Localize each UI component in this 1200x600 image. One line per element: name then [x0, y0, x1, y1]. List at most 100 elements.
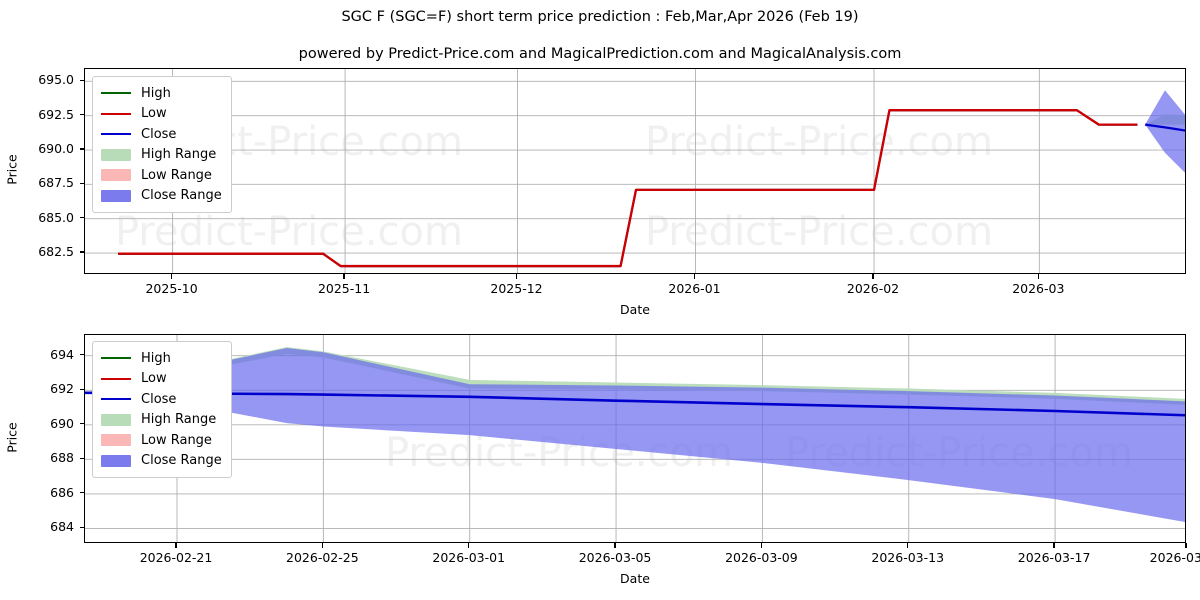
legend-item[interactable]: Close	[101, 124, 222, 145]
y-axis-label: Price	[4, 421, 20, 453]
legend-item[interactable]: Close	[101, 389, 222, 410]
legend-swatch-low-range	[101, 169, 131, 182]
x-axis-tick-label: 2026-03-05	[578, 550, 652, 565]
x-axis-tick-label: 2026-01	[668, 281, 721, 296]
legend-swatch-high	[101, 352, 131, 364]
legend-swatch-low-range	[101, 434, 131, 447]
y-tick-mark	[79, 354, 84, 356]
y-tick-mark	[79, 388, 84, 390]
x-tick-mark	[343, 274, 345, 279]
legend-item-label: High Range	[141, 412, 217, 428]
legend-item[interactable]: Close Range	[101, 451, 222, 472]
close-range-band	[1145, 90, 1185, 173]
legend-item-label: Close Range	[141, 453, 222, 469]
x-tick-mark	[515, 274, 518, 279]
legend-item[interactable]: High Range	[101, 410, 222, 431]
legend-swatch-high-range	[101, 413, 131, 426]
x-axis-tick-label: 2026-02	[846, 281, 900, 296]
chart-legend: High Low Close High Range Low Range Close Ran…	[92, 76, 232, 213]
legend-item[interactable]: High	[101, 348, 222, 369]
legend-item-label: Low Range	[141, 432, 212, 448]
y-tick-mark	[79, 423, 84, 425]
legend-item-label: High	[141, 350, 171, 366]
page-title: SGC F (SGC=F) short term price predictio…	[341, 9, 859, 25]
y-tick-mark	[79, 182, 84, 184]
gridlines	[85, 69, 1185, 273]
x-tick-mark	[693, 274, 696, 279]
x-tick-mark	[1037, 274, 1039, 279]
x-axis-tick-label: 2026-03-17	[1017, 550, 1091, 565]
x-tick-mark	[171, 274, 173, 279]
x-axis-tick-label: 2025-12	[490, 281, 543, 296]
x-axis-tick-label: 2026-03-21	[1149, 550, 1200, 565]
chart-legend: High Low Close High Range Low Range Close Ran…	[92, 341, 232, 478]
legend-swatch-close	[101, 393, 131, 405]
y-axis-tick-label: 684	[50, 519, 74, 535]
y-tick-mark	[79, 492, 84, 494]
y-axis-tick-label: 688	[50, 450, 74, 466]
x-tick-mark	[175, 543, 177, 548]
legend-swatch-low	[101, 373, 131, 385]
x-tick-mark	[907, 543, 909, 548]
legend-item[interactable]: Close Range	[101, 186, 222, 207]
legend-swatch-close	[101, 128, 131, 140]
legend-swatch-close-range	[101, 454, 131, 467]
x-axis-label: Date	[620, 571, 650, 586]
x-tick-mark	[1053, 543, 1055, 548]
forecast-bands	[1145, 90, 1185, 173]
x-tick-mark	[872, 274, 874, 279]
y-axis-tick-label: 690.0	[38, 141, 74, 157]
legend-item-label: Close	[141, 126, 177, 142]
x-axis-tick-label: 2026-02-21	[139, 550, 213, 565]
forecast-bands	[85, 347, 1185, 523]
y-axis-tick-label: 682.5	[38, 244, 74, 260]
legend-item[interactable]: High	[101, 83, 222, 104]
y-tick-mark	[79, 457, 84, 459]
x-axis-tick-label: 2025-11	[317, 281, 371, 296]
x-axis-tick-label: 2026-03-13	[871, 550, 945, 565]
x-axis-label: Date	[620, 302, 650, 317]
x-tick-mark	[760, 543, 762, 548]
legend-item-label: Low Range	[141, 167, 212, 183]
legend-swatch-high	[101, 87, 131, 99]
legend-item[interactable]: Low	[101, 369, 222, 390]
close-range-band	[85, 347, 1185, 523]
x-tick-mark	[614, 543, 616, 548]
y-axis-tick-label: 685.0	[38, 209, 74, 225]
low-line	[118, 109, 1138, 268]
y-tick-mark	[79, 114, 84, 116]
x-tick-mark	[321, 543, 323, 548]
y-tick-mark	[79, 526, 84, 529]
x-axis-tick-label: 2026-03-01	[432, 550, 506, 565]
y-axis-tick-label: 686	[50, 484, 74, 500]
y-tick-mark	[79, 217, 84, 219]
y-tick-mark	[79, 79, 84, 81]
legend-item[interactable]: Low Range	[101, 165, 222, 186]
y-axis-tick-label: 695.0	[38, 72, 74, 88]
legend-item-label: Low	[141, 371, 167, 387]
legend-item-label: Low	[141, 106, 167, 122]
legend-swatch-low	[101, 108, 131, 120]
y-axis-tick-label: 687.5	[38, 175, 74, 191]
legend-item[interactable]: High Range	[101, 145, 222, 166]
legend-item-label: Close	[141, 391, 177, 407]
y-tick-mark	[79, 148, 84, 150]
legend-item[interactable]: Low	[101, 104, 222, 125]
legend-swatch-close-range	[101, 189, 131, 202]
forecast-close-line	[1144, 123, 1185, 132]
legend-item-label: High Range	[141, 147, 217, 163]
y-axis-tick-label: 692	[50, 381, 74, 397]
x-axis-tick-label: 2026-03	[1012, 281, 1065, 296]
y-tick-mark	[79, 251, 84, 253]
x-axis-tick-label: 2026-02-25	[286, 550, 359, 565]
y-axis-tick-label: 692.5	[38, 106, 74, 122]
close-line	[85, 391, 1185, 417]
chart-subtitle: powered by Predict-Price.com and Magical…	[298, 46, 902, 62]
legend-item[interactable]: Low Range	[101, 430, 222, 451]
legend-item-label: Close Range	[141, 188, 222, 204]
x-tick-mark	[1185, 543, 1187, 548]
y-axis-tick-label: 690	[50, 415, 74, 431]
